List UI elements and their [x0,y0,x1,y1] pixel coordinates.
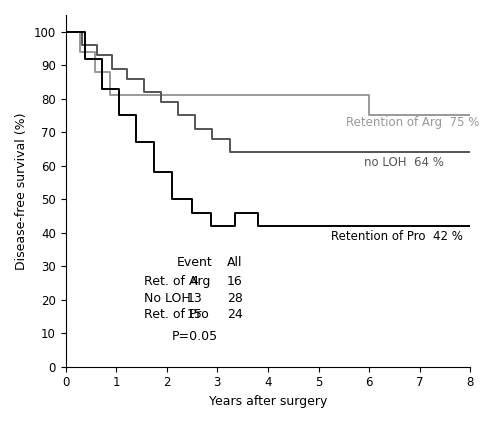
Text: P=0.05: P=0.05 [172,330,218,343]
Text: no LOH  64 %: no LOH 64 % [364,156,444,169]
Text: Ret. of Arg: Ret. of Arg [144,275,210,288]
Text: Retention of Pro  42 %: Retention of Pro 42 % [331,230,463,242]
X-axis label: Years after surgery: Years after surgery [208,395,327,408]
Text: Ret. of Pro: Ret. of Pro [144,308,208,321]
Y-axis label: Disease-free survival (%): Disease-free survival (%) [15,112,28,269]
Text: 28: 28 [227,291,243,305]
Text: 13: 13 [186,291,202,305]
Text: Retention of Arg  75 %: Retention of Arg 75 % [346,116,480,129]
Text: 24: 24 [227,308,243,321]
Text: 4: 4 [190,275,198,288]
Text: No LOH: No LOH [144,291,190,305]
Text: 15: 15 [186,308,202,321]
Text: Event: Event [176,256,212,269]
Text: 16: 16 [227,275,243,288]
Text: All: All [228,256,243,269]
